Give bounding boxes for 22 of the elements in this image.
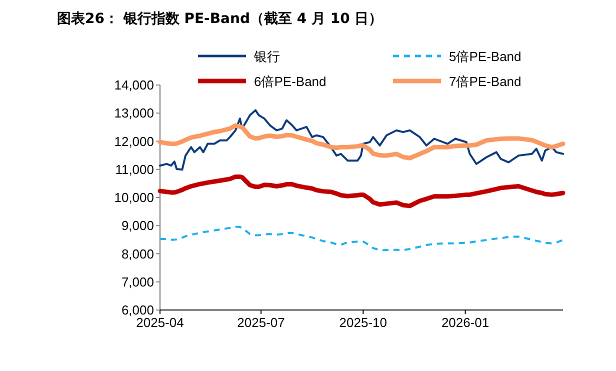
y-tick-label: 9,000 (121, 218, 154, 234)
line-series (159, 109, 564, 171)
chart-title: 图表26： 银行指数 PE-Band（截至 4 月 10 日） (57, 11, 383, 27)
x-tick-label: 2025-10 (339, 315, 388, 330)
y-tick-label: 12,000 (114, 134, 154, 149)
y-tick-label: 10,000 (114, 190, 154, 205)
line-series (158, 174, 566, 208)
y-tick-label: 8,000 (121, 246, 154, 262)
legend-label: 5倍PE-Band (449, 49, 522, 64)
x-tick-label: 2026-01 (441, 315, 490, 330)
y-tick-label: 14,000 (114, 78, 154, 92)
y-tick-label: 13,000 (114, 106, 154, 121)
legend-label: 6倍PE-Band (254, 74, 326, 89)
legend-label: 7倍PE-Band (449, 74, 522, 89)
x-tick-label: 2025-07 (237, 315, 285, 330)
y-tick-label: 11,000 (115, 162, 154, 177)
x-tick-label: 2025-04 (136, 315, 184, 330)
legend-label: 银行 (253, 49, 280, 64)
y-tick-label: 7,000 (121, 274, 154, 290)
line-series (158, 123, 566, 160)
line-series (159, 226, 564, 252)
y-tick-label: 6,000 (121, 302, 154, 318)
